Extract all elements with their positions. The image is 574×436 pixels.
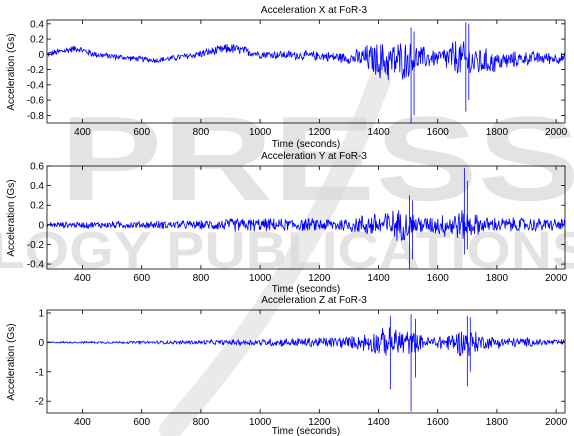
- x-tick-label: 1000: [249, 273, 272, 284]
- x-tick-label: 1400: [367, 127, 390, 138]
- x-tick-label: 1400: [367, 417, 390, 428]
- x-tick-label: 400: [74, 273, 91, 284]
- y-tick-label: -0.4: [27, 260, 45, 271]
- x-tick-label: 1600: [427, 417, 450, 428]
- watermark-swoosh: [159, 69, 391, 436]
- y-tick-label: 0.2: [30, 35, 44, 46]
- y-tick-label: -0.4: [27, 80, 45, 91]
- plot-area: [46, 19, 566, 124]
- chart-title: Acceleration X at FoR-3: [261, 5, 368, 16]
- chart-acceleration-z: Acceleration Z at FoR-3 400 600 800 1000 120…: [6, 295, 568, 436]
- y-tick-label: 0.6: [30, 162, 44, 173]
- signal-trace: [47, 41, 565, 81]
- y-tick-label: -0.2: [27, 240, 45, 251]
- tick-group: 400 600 800 1000 1200 1400 1600 1800 2000 -2 -1 0 1: [35, 308, 568, 428]
- x-tick-label: 1800: [486, 417, 509, 428]
- tick-group: 400 600 800 1000 1200 1400 1600 1800 2000 -0.8 -0.…: [27, 19, 568, 138]
- y-tick-label: 0.4: [30, 181, 44, 192]
- tick-group: 400 600 800 1000 1200 1400 1600 1800 2000 -0.4 -0.…: [27, 162, 568, 285]
- x-tick-label: 600: [133, 127, 150, 138]
- x-axis-label: Time (seconds): [272, 426, 341, 436]
- x-axis-label: Time (seconds): [272, 139, 341, 150]
- x-tick-label: 1200: [308, 127, 331, 138]
- x-tick-label: 1400: [367, 273, 390, 284]
- x-tick-label: 600: [133, 273, 150, 284]
- x-tick-label: 1200: [308, 273, 331, 284]
- x-tick-label: 800: [193, 127, 210, 138]
- x-tick-label: 2000: [545, 127, 568, 138]
- y-tick-label: -0.8: [27, 111, 45, 122]
- y-tick-label: 0: [38, 50, 44, 61]
- y-tick-label: -1: [35, 367, 44, 378]
- y-tick-label: -0.6: [27, 96, 45, 107]
- x-tick-label: 1000: [249, 417, 272, 428]
- x-tick-label: 1000: [249, 127, 272, 138]
- x-tick-label: 400: [74, 417, 91, 428]
- plot-area: [46, 309, 566, 414]
- chart-acceleration-x: Acceleration X at FoR-3 400 600 800 1000 120…: [6, 5, 568, 150]
- trace-group: [47, 22, 565, 123]
- chart-acceleration-y: Acceleration Y at FoR-3 400 600 800 1000 120…: [6, 151, 568, 295]
- x-tick-label: 800: [193, 273, 210, 284]
- x-tick-label: 1200: [308, 417, 331, 428]
- y-axis-label: Acceleration (Gs): [6, 323, 17, 400]
- x-tick-label: 2000: [545, 417, 568, 428]
- y-tick-label: 0: [38, 338, 44, 349]
- y-tick-label: 1: [38, 308, 44, 319]
- y-tick-label: 0.4: [30, 19, 44, 30]
- y-tick-label: -0.2: [27, 65, 45, 76]
- x-axis-label: Time (seconds): [272, 284, 341, 295]
- trace-group: [47, 167, 565, 269]
- signal-trace: [47, 210, 565, 242]
- y-tick-label: 0.2: [30, 201, 44, 212]
- y-tick-label: 0: [38, 220, 44, 231]
- y-tick-label: -2: [35, 397, 44, 408]
- x-tick-label: 400: [74, 127, 91, 138]
- y-axis-label: Acceleration (Gs): [6, 33, 17, 110]
- trace-group: [47, 314, 565, 412]
- chart-title: Acceleration Z at FoR-3: [261, 295, 367, 306]
- x-tick-label: 600: [133, 417, 150, 428]
- x-tick-label: 2000: [545, 273, 568, 284]
- chart-title: Acceleration Y at FoR-3: [261, 151, 367, 162]
- signal-trace: [47, 327, 565, 357]
- x-tick-label: 1800: [486, 273, 509, 284]
- plot-area: [46, 165, 566, 270]
- x-tick-label: 1600: [427, 127, 450, 138]
- y-axis-label: Acceleration (Gs): [6, 179, 17, 256]
- x-tick-label: 1600: [427, 273, 450, 284]
- x-tick-label: 1800: [486, 127, 509, 138]
- x-tick-label: 800: [193, 417, 210, 428]
